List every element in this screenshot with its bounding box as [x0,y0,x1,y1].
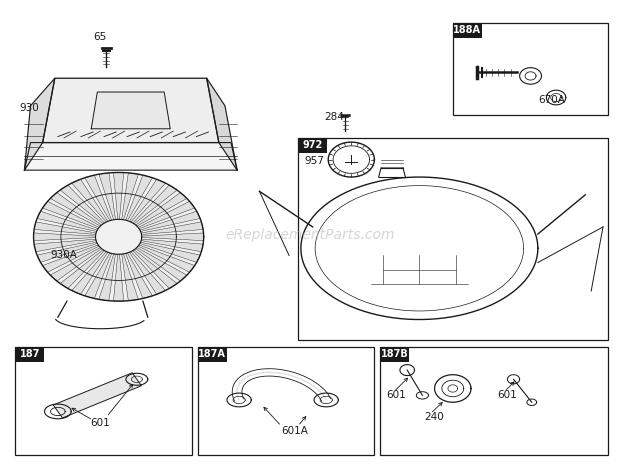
Polygon shape [122,254,138,301]
Polygon shape [138,201,195,229]
Polygon shape [50,248,102,281]
Polygon shape [142,233,203,241]
Text: 65: 65 [93,32,107,42]
Polygon shape [140,242,200,262]
Text: 601: 601 [90,418,110,428]
Polygon shape [130,179,166,222]
Text: 188A: 188A [453,25,481,36]
Text: eReplacementParts.com: eReplacementParts.com [225,227,395,242]
Text: 670A: 670A [538,95,565,105]
Text: 187B: 187B [381,349,409,359]
Text: 930: 930 [20,103,39,113]
Bar [453,23,482,38]
Polygon shape [60,250,105,288]
Polygon shape [43,201,99,229]
Text: 601: 601 [386,390,405,401]
Polygon shape [37,211,97,232]
Polygon shape [91,92,170,129]
Bar [16,347,45,362]
Circle shape [33,173,203,301]
Polygon shape [53,373,141,418]
Polygon shape [136,193,187,226]
Text: 284: 284 [324,112,344,122]
Text: 601A: 601A [281,426,308,436]
Polygon shape [99,254,115,301]
Polygon shape [99,173,115,220]
Polygon shape [141,222,203,234]
Polygon shape [43,245,99,272]
Polygon shape [34,222,96,234]
Bar [380,347,608,455]
Text: 601: 601 [497,390,517,401]
Polygon shape [85,175,112,220]
Bar [198,347,374,455]
Polygon shape [136,248,187,281]
Polygon shape [206,78,237,170]
Bar [16,347,192,455]
Text: 972: 972 [303,140,322,151]
Bar [298,138,608,340]
Polygon shape [113,254,124,301]
Polygon shape [72,251,108,295]
Text: 930A: 930A [50,250,77,260]
Polygon shape [50,193,102,226]
Text: 187A: 187A [198,349,226,359]
Polygon shape [133,250,177,288]
Polygon shape [33,233,95,241]
Bar [453,23,608,115]
Polygon shape [85,253,112,298]
Polygon shape [37,242,97,262]
Bar [380,347,409,362]
Text: 240: 240 [424,412,444,422]
Polygon shape [72,179,108,222]
Polygon shape [126,253,153,298]
Text: 187: 187 [20,349,40,359]
Text: 957: 957 [304,156,324,166]
Polygon shape [130,251,166,295]
Polygon shape [60,185,105,224]
Polygon shape [133,185,177,224]
Polygon shape [140,211,200,232]
Bar [198,347,227,362]
Polygon shape [113,173,124,219]
Polygon shape [34,239,96,252]
Polygon shape [141,239,203,252]
Polygon shape [126,175,153,220]
Polygon shape [122,173,138,220]
Polygon shape [24,78,55,170]
Bar [298,138,327,153]
Polygon shape [24,143,237,170]
Polygon shape [138,245,195,272]
Polygon shape [43,78,219,143]
